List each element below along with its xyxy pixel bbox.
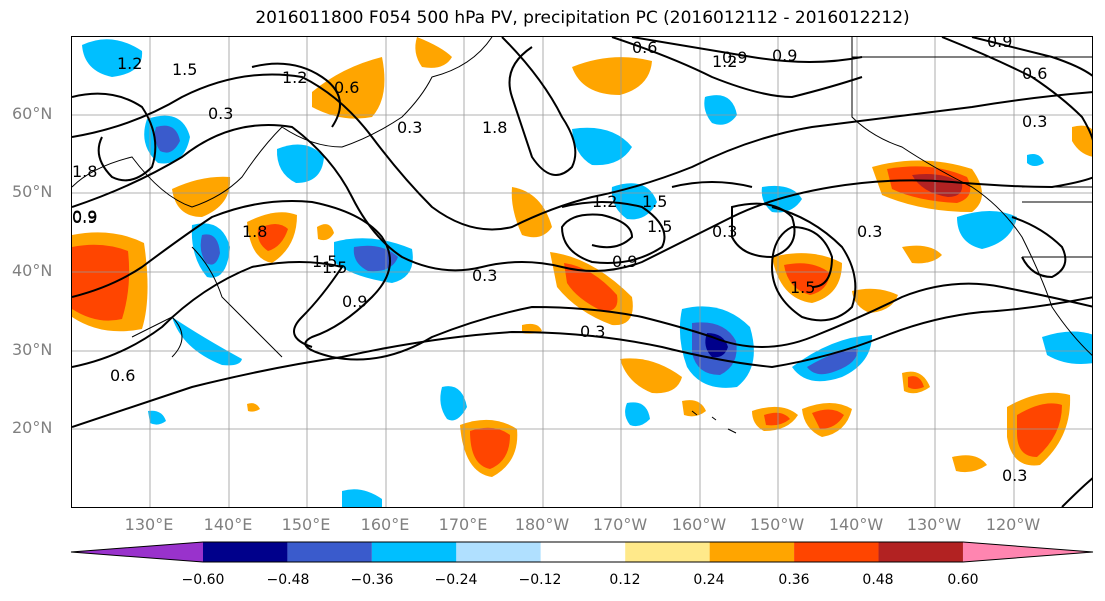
contour-label: 0.3 — [580, 322, 605, 341]
lat-label: 60°N — [12, 104, 53, 123]
lon-label: 160°W — [671, 515, 727, 534]
colorbar-tick: −0.12 — [518, 572, 562, 588]
contour-label: 0.9 — [342, 292, 367, 311]
colorbar-segment — [71, 542, 203, 562]
colorbar-segment — [963, 542, 1093, 562]
contour-label: 0.6 — [1022, 64, 1047, 83]
colorbar-segment — [625, 542, 710, 562]
map-title: 2016011800 F054 500 hPa PV, precipitatio… — [255, 8, 910, 28]
colorbar-segments — [70, 541, 1094, 563]
colorbar-tick: 0.60 — [947, 572, 979, 588]
colorbar-tick: 0.48 — [862, 572, 894, 588]
lat-label: 30°N — [12, 340, 53, 359]
contour-label: 1.2 — [592, 192, 617, 211]
contour-labels: 1.2 1.5 0.6 0.3 1.8 0.9 1.2 0.9 0.6 0.9 … — [72, 37, 1047, 485]
lat-label: 20°N — [12, 418, 53, 437]
lon-label: 120°W — [985, 515, 1041, 534]
colorbar — [70, 541, 1094, 563]
colorbar-tick: −0.36 — [350, 572, 394, 588]
colorbar-segment — [540, 542, 626, 562]
lon-label: 140°W — [828, 515, 884, 534]
lon-label: 140°E — [203, 515, 253, 534]
contour-label: 1.5 — [172, 60, 197, 79]
contour-label: 0.3 — [208, 104, 233, 123]
contour-label: 1.5 — [312, 252, 337, 271]
lat-label: 40°N — [12, 261, 53, 280]
contour-label: 0.3 — [472, 266, 497, 285]
contour-label: 0.3 — [1022, 112, 1047, 131]
colorbar-segment — [709, 542, 795, 562]
colorbar-tick: −0.60 — [181, 572, 225, 588]
colorbar-segment — [456, 542, 541, 562]
contour-label: 1.8 — [242, 222, 267, 241]
colorbar-tick: −0.24 — [434, 572, 478, 588]
contour-label: 1.8 — [72, 162, 97, 181]
coastlines — [72, 37, 1092, 434]
contour-label: 0.3 — [712, 222, 737, 241]
map-panel: 1.2 1.5 0.6 0.3 1.8 0.9 1.2 0.9 0.6 0.9 … — [71, 36, 1093, 508]
contour-label: 1.2 — [282, 68, 307, 87]
contour-label: 0.9 — [772, 46, 797, 65]
contour-label: 1.5 — [642, 192, 667, 211]
pv-contours — [72, 37, 1092, 507]
colorbar-tick: 0.24 — [693, 572, 725, 588]
colorbar-segment — [878, 542, 963, 562]
lon-label: 180°W — [514, 515, 570, 534]
lon-label: 170°E — [438, 515, 488, 534]
colorbar-tick: 0.36 — [778, 572, 810, 588]
contour-label: 0.9 — [72, 207, 97, 226]
contour-label: 1.5 — [647, 217, 672, 236]
contour-label: 0.3 — [397, 118, 422, 137]
map-canvas: 1.2 1.5 0.6 0.3 1.8 0.9 1.2 0.9 0.6 0.9 … — [72, 37, 1092, 507]
contour-label: 1.5 — [322, 258, 347, 277]
lon-label: 130°E — [124, 515, 174, 534]
contour-label: 1.8 — [482, 118, 507, 137]
lat-label: 50°N — [12, 182, 53, 201]
colorbar-segment — [203, 542, 288, 562]
contour-label: 1.5 — [790, 278, 815, 297]
colorbar-segment — [287, 542, 372, 562]
contour-label: 0.9 — [987, 37, 1012, 51]
contour-label: 0.3 — [857, 222, 882, 241]
contour-label: 0.9 — [72, 208, 97, 227]
contour-label: 0.6 — [110, 366, 135, 385]
colorbar-tick: −0.48 — [266, 572, 310, 588]
lon-label: 130°W — [906, 515, 962, 534]
lon-label: 170°W — [592, 515, 648, 534]
lon-label: 150°E — [281, 515, 331, 534]
colorbar-segment — [371, 542, 457, 562]
contour-label: 0.9 — [722, 48, 747, 67]
lon-label: 150°W — [749, 515, 805, 534]
lon-label: 160°E — [360, 515, 410, 534]
contour-label: 0.6 — [632, 38, 657, 57]
contour-label: 0.3 — [1002, 466, 1027, 485]
contour-label: 0.9 — [612, 252, 637, 271]
contour-label: 0.6 — [334, 78, 359, 97]
contour-label: 1.2 — [712, 52, 737, 71]
colorbar-segment — [794, 542, 879, 562]
contour-label: 1.2 — [117, 54, 142, 73]
colorbar-tick: 0.12 — [609, 572, 641, 588]
colorbar-outline — [70, 541, 1094, 563]
